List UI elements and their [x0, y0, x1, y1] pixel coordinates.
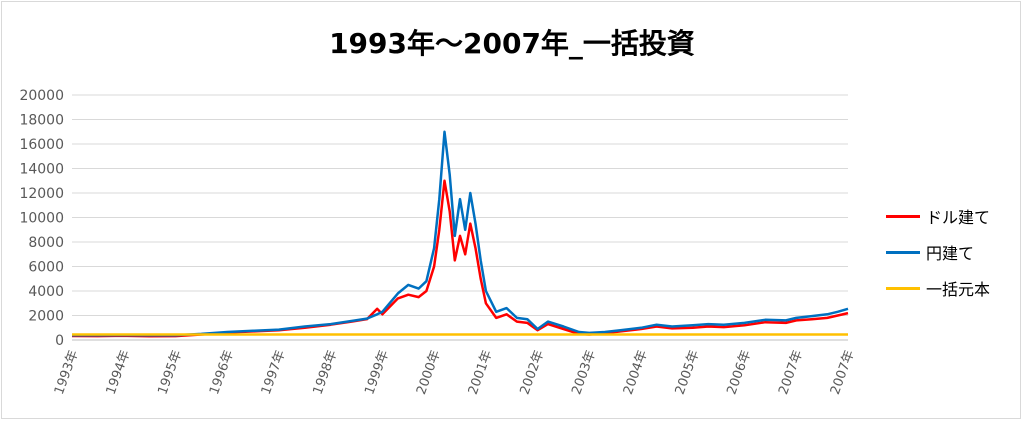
legend-swatch-dollar — [886, 214, 920, 218]
legend-label-principal: 一括元本 — [926, 280, 991, 299]
y-tick-label-3: 6000 — [28, 260, 64, 276]
legend-item-principal: 一括元本 — [886, 270, 1016, 306]
legend-label-yen: 円建て — [926, 244, 975, 263]
y-tick-label-7: 14000 — [19, 162, 64, 178]
legend-swatch-principal — [886, 286, 920, 290]
y-tick-label-6: 12000 — [19, 186, 64, 202]
x-tick-label-4: 1997年 — [259, 348, 289, 396]
y-tick-label-1: 2000 — [28, 309, 64, 325]
y-tick-label-2: 4000 — [28, 284, 64, 300]
x-tick-label-7: 2000年 — [414, 348, 444, 396]
y-tick-label-0: 0 — [55, 333, 64, 349]
x-tick-label-3: 1996年 — [207, 348, 237, 396]
x-tick-label-9: 2002年 — [517, 348, 547, 396]
x-tick-label-11: 2004年 — [621, 348, 651, 396]
legend-item-dollar: ドル建て — [886, 198, 1016, 234]
y-tick-label-5: 10000 — [19, 211, 64, 227]
x-tick-label-6: 1999年 — [362, 348, 392, 396]
x-tick-label-14: 2007年 — [776, 348, 806, 396]
x-tick-label-5: 1998年 — [311, 348, 341, 396]
legend-swatch-yen — [886, 250, 920, 254]
y-tick-label-10: 20000 — [19, 88, 64, 104]
legend-label-dollar: ドル建て — [926, 208, 991, 227]
y-tick-label-9: 18000 — [19, 113, 64, 129]
x-tick-label-8: 2001年 — [466, 348, 496, 396]
x-tick-label-2: 1995年 — [155, 348, 185, 396]
x-tick-label-0: 1993年 — [52, 348, 82, 396]
legend: ドル建て 円建て 一括元本 — [886, 198, 1016, 306]
legend-item-yen: 円建て — [886, 234, 1016, 270]
series-line-0 — [71, 179, 849, 338]
x-tick-label-15: 2007年 — [828, 348, 858, 396]
x-tick-label-1: 1994年 — [104, 348, 134, 396]
y-tick-label-8: 16000 — [19, 137, 64, 153]
x-tick-label-13: 2006年 — [724, 348, 754, 396]
y-tick-label-4: 8000 — [28, 235, 64, 251]
series-line-1 — [71, 130, 849, 337]
x-tick-label-12: 2005年 — [673, 348, 703, 396]
x-tick-label-10: 2003年 — [569, 348, 599, 396]
chart-title: 1993年～2007年_一括投資 — [329, 27, 695, 60]
